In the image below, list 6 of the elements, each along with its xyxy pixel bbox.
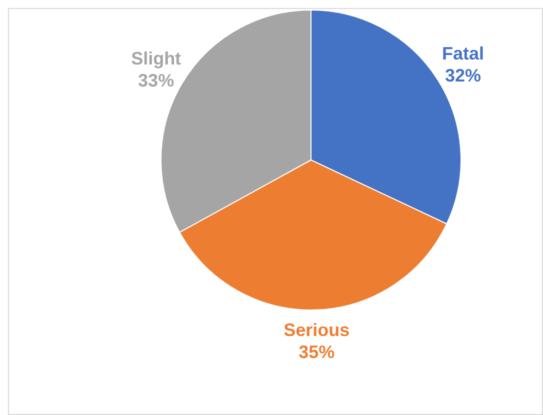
- data-label: 35%: [298, 342, 335, 362]
- slice-label: Fatal: [442, 44, 484, 64]
- slice-label: Serious: [284, 320, 350, 340]
- data-label: 33%: [138, 70, 174, 90]
- slice-label: Slight: [131, 48, 182, 68]
- data-label: 32%: [444, 66, 481, 86]
